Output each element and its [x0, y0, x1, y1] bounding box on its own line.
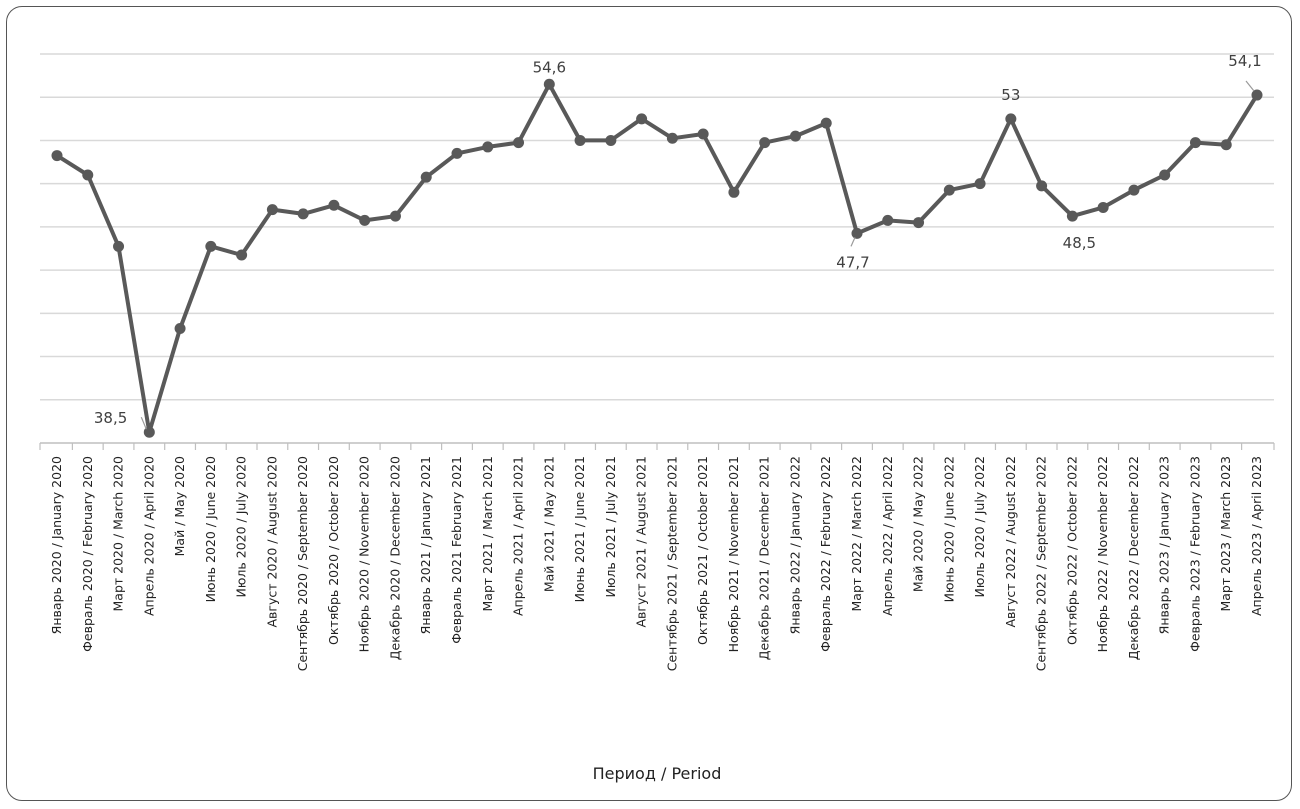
data-point	[1005, 113, 1017, 125]
x-tick-label: Октябрь 2022 / October 2022	[1064, 456, 1079, 645]
chart-frame	[6, 6, 1292, 801]
x-tick-label: Февраль 2021 February 2021	[449, 456, 464, 644]
data-point	[882, 214, 894, 226]
data-point	[574, 134, 586, 146]
x-tick-label: Январь 2022 / January 2022	[787, 456, 802, 634]
x-tick-label: Июнь 2020 / June 2022	[941, 456, 956, 602]
data-point	[728, 186, 740, 198]
data-point	[174, 322, 186, 334]
x-tick-label: Сентябрь 2020 / September 2020	[295, 456, 310, 671]
x-tick-label: Июль 2020 / July 2022	[972, 456, 987, 597]
x-tick-label: Октябрь 2021 / October 2021	[695, 456, 710, 645]
data-point	[605, 134, 617, 146]
x-tick-label: Август 2021 / August 2021	[634, 456, 649, 628]
x-tick-label: Май 2020 / May 2022	[911, 456, 926, 592]
data-label: 54,1	[1228, 52, 1261, 70]
data-point	[451, 147, 463, 159]
data-point	[636, 113, 648, 125]
x-tick-label: Декабрь 2020 / December 2020	[387, 456, 402, 660]
data-point	[789, 130, 801, 142]
x-axis: Январь 2020 / January 2020 Февраль 2020 /…	[39, 442, 1275, 671]
x-tick-label: Апрель 2021 / April 2021	[511, 456, 526, 616]
data-point	[1189, 137, 1201, 149]
data-label-leader	[1245, 80, 1255, 92]
data-point	[1066, 210, 1078, 222]
x-tick-label: Декабрь 2022 / December 2022	[1126, 456, 1141, 660]
x-tick-label: Июль 2020 / July 2020	[234, 456, 249, 597]
data-point	[113, 240, 125, 252]
x-tick-label: Декабрь 2021 / December 2021	[757, 456, 772, 660]
data-point	[236, 249, 248, 261]
data-point	[1220, 139, 1232, 151]
data-point	[513, 137, 525, 149]
data-point	[420, 171, 432, 183]
x-tick-label: Февраль 2022 / February 2022	[818, 456, 833, 652]
data-point	[328, 199, 340, 211]
data-point	[943, 184, 955, 196]
data-point	[974, 178, 986, 190]
data-label: 48,5	[1063, 234, 1096, 252]
x-tick-label: Июнь 2021 / June 2021	[572, 456, 587, 602]
series-line	[55, 82, 1259, 435]
data-point	[759, 137, 771, 149]
x-tick-label: Январь 2020 / January 2020	[49, 456, 64, 634]
x-tick-label: Апрель 2023 / April 2023	[1249, 456, 1264, 616]
data-point	[1097, 201, 1109, 213]
data-point	[851, 227, 863, 239]
x-tick-label: Март 2023 / March 2023	[1218, 456, 1233, 612]
data-point	[82, 169, 94, 181]
x-tick-label: Октябрь 2020 / October 2020	[326, 456, 341, 645]
data-label: 54,6	[533, 58, 566, 76]
x-tick-label: Август 2020 / August 2020	[264, 456, 279, 628]
x-tick-label: Июль 2021 / July 2021	[603, 456, 618, 597]
data-point	[820, 117, 832, 129]
data-point	[1036, 180, 1048, 192]
x-tick-label: Сентябрь 2022 / September 2022	[1034, 456, 1049, 671]
data-point	[51, 150, 63, 162]
data-label-leader	[850, 237, 856, 247]
x-tick-label: Январь 2021 / January 2021	[418, 456, 433, 634]
x-tick-label: Апрель 2022 / April 2022	[880, 456, 895, 616]
data-point	[1251, 89, 1263, 101]
data-point	[1128, 184, 1140, 196]
x-tick-label: Март 2021 / March 2021	[480, 456, 495, 612]
data-label: 47,7	[836, 253, 869, 271]
x-tick-label: Январь 2023 / January 2023	[1157, 456, 1172, 634]
data-point	[266, 204, 278, 216]
data-point	[543, 78, 555, 90]
x-tick-label: Апрель 2020 / April 2020	[141, 456, 156, 616]
data-point	[205, 240, 217, 252]
data-point	[913, 217, 925, 229]
data-label: 38,5	[94, 409, 127, 427]
x-tick-label: Май 2021 / May 2021	[541, 456, 556, 592]
data-point	[482, 141, 494, 153]
x-tick-label: Ноябрь 2020 / November 2020	[357, 456, 372, 652]
x-tick-label: Ноябрь 2022 / November 2022	[1095, 456, 1110, 652]
data-point	[666, 132, 678, 144]
series-line-group	[51, 78, 1263, 438]
data-point	[297, 208, 309, 220]
x-tick-label: Март 2022 / March 2022	[849, 456, 864, 612]
data-point	[1159, 169, 1171, 181]
data-labels: 38,5 54,6 47,7 53 48,5 54,1	[94, 52, 1262, 430]
x-tick-label: Март 2020 / March 2020	[111, 456, 126, 612]
data-label: 53	[1001, 86, 1020, 104]
data-point	[389, 210, 401, 222]
x-tick-label: Февраль 2023 / February 2023	[1187, 456, 1202, 652]
gridlines	[40, 53, 1274, 401]
x-tick-label: Ноябрь 2021 / November 2021	[726, 456, 741, 652]
data-point	[143, 426, 155, 438]
data-point	[359, 214, 371, 226]
x-tick-label: Февраль 2020 / February 2020	[80, 456, 95, 652]
x-tick-label: Май / May 2020	[172, 456, 187, 556]
x-tick-label: Сентябрь 2021 / September 2021	[664, 456, 679, 671]
data-label-leader	[140, 416, 147, 430]
x-tick-label: Август 2022 / August 2022	[1003, 456, 1018, 628]
x-tick-label: Июнь 2020 / June 2020	[203, 456, 218, 602]
data-point	[697, 128, 709, 140]
x-axis-title: Период / Period	[593, 764, 722, 783]
